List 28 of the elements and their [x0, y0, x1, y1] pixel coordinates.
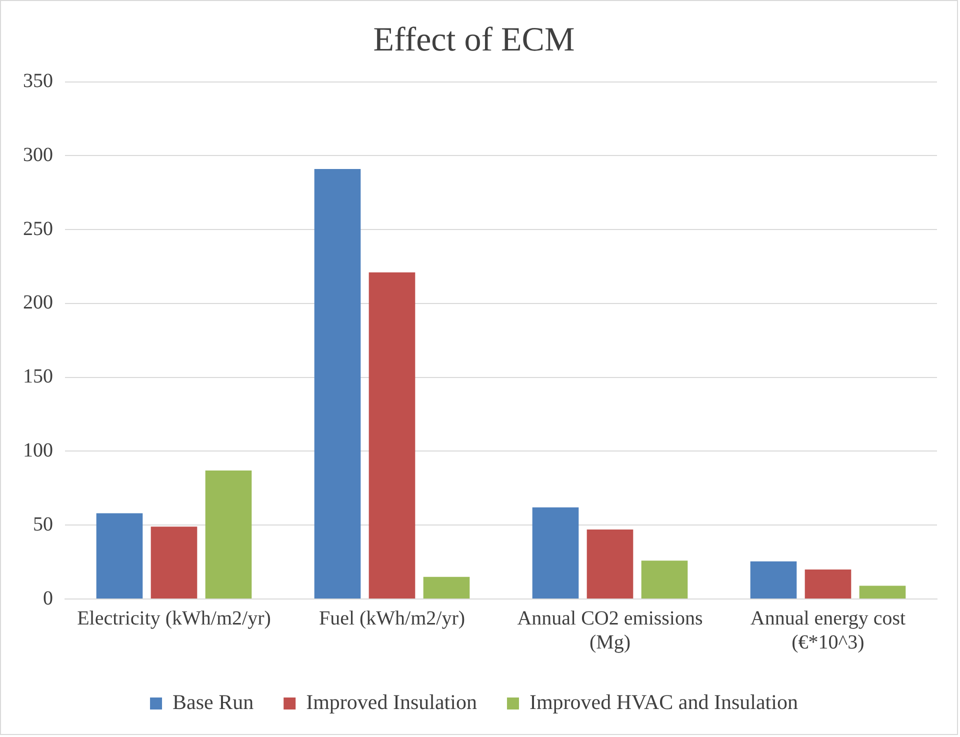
x-tick-label: Annual CO2 emissions (Mg): [517, 607, 703, 654]
legend-label: Improved Insulation: [306, 690, 478, 714]
legend-label: Base Run: [172, 690, 254, 714]
y-tick-label: 200: [23, 292, 53, 314]
bar: [859, 586, 906, 598]
x-tick-label: Fuel (kWh/m2/yr): [318, 607, 466, 630]
bar: [586, 530, 634, 598]
bar: [96, 513, 143, 598]
bar: [750, 561, 797, 598]
y-tick-label: 100: [23, 439, 53, 462]
bar: [532, 507, 579, 598]
legend-label: Improved HVAC and Insulation: [529, 690, 798, 714]
x-tick-label: Annual energy cost (€*10^3): [750, 607, 906, 654]
y-tick-label: 250: [23, 218, 53, 240]
bar: [150, 526, 198, 598]
bar: [368, 272, 416, 598]
bar: [423, 576, 470, 598]
y-tick-label: 150: [23, 366, 53, 388]
y-tick-label: 50: [33, 513, 53, 536]
y-tick-label: 300: [23, 144, 53, 166]
y-tick-label: 350: [23, 70, 53, 92]
bar: [314, 168, 361, 598]
bar: [641, 560, 688, 598]
bar: [205, 470, 252, 598]
chart-title: Effect of ECM: [373, 21, 575, 58]
bar: [804, 569, 852, 598]
y-tick-label: 0: [43, 587, 53, 610]
x-tick-label: Electricity (kWh/m2/yr): [77, 607, 271, 630]
